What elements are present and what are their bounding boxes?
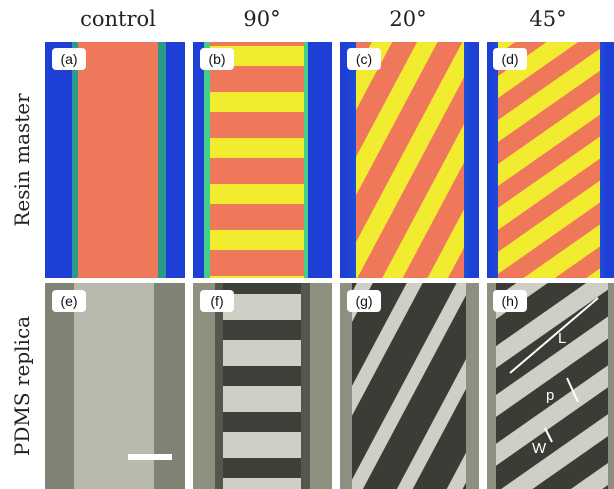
annotation: L xyxy=(558,330,566,347)
panel-h: L p W xyxy=(487,283,614,489)
annotation: p xyxy=(546,387,554,404)
row-label: PDMS replica xyxy=(10,316,34,456)
panel-e xyxy=(45,283,185,489)
panel-label: (b) xyxy=(208,51,225,67)
panel-label: (g) xyxy=(355,293,372,309)
panel-label: (a) xyxy=(60,51,77,67)
panel-c xyxy=(340,42,479,278)
column-header: 45° xyxy=(529,7,566,31)
column-header: 90° xyxy=(243,7,280,31)
row-label: Resin master xyxy=(10,93,34,227)
panel-label: (h) xyxy=(501,293,518,309)
panel-g xyxy=(340,283,479,489)
panel-label: (d) xyxy=(501,51,518,67)
panel-f xyxy=(193,283,332,489)
panel-b xyxy=(193,42,332,278)
column-header: 20° xyxy=(389,7,426,31)
panel-a xyxy=(45,42,185,278)
annotation: W xyxy=(532,440,547,457)
panel-d xyxy=(487,42,614,278)
column-header: control xyxy=(80,7,156,31)
figure: control 90° 20° 45° Resin master PDMS re… xyxy=(0,0,614,489)
panel-label: (e) xyxy=(60,293,77,309)
panel-label: (c) xyxy=(356,51,372,67)
panel-label: (f) xyxy=(210,293,223,309)
